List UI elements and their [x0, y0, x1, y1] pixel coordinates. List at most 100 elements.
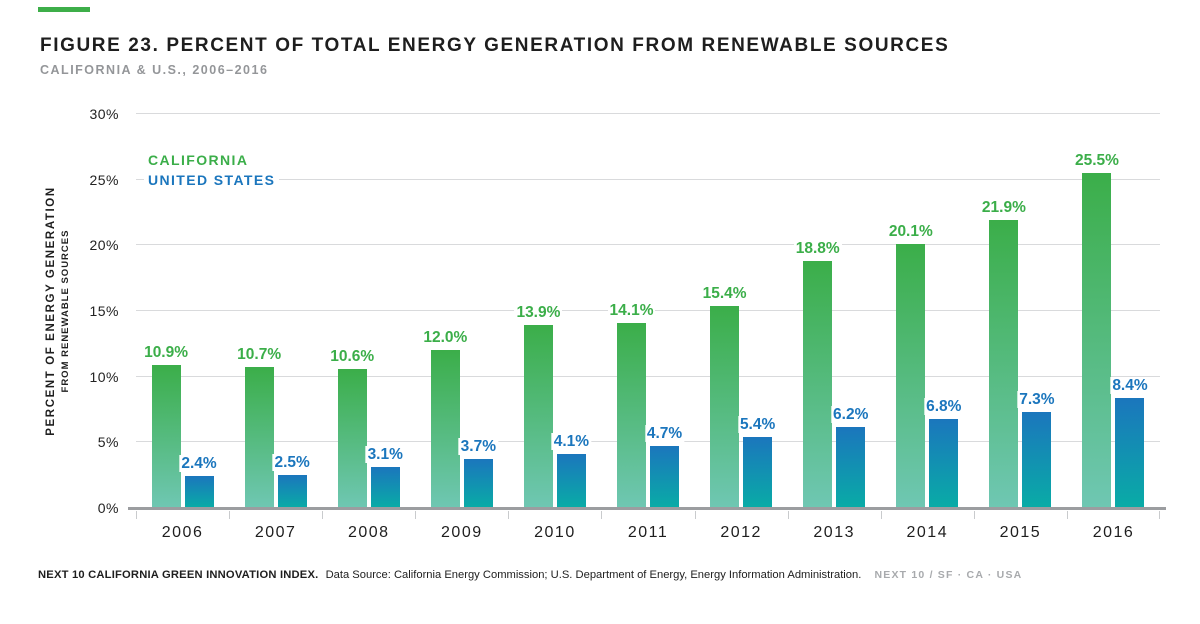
y-tick-label: 25% [89, 171, 119, 188]
plot-area: CALIFORNIA UNITED STATES 10.9% 2.4% 10.7% 2… [128, 113, 1166, 519]
y-tick-label: 20% [89, 237, 119, 254]
year-label-2015: 2015 [999, 524, 1042, 541]
bar-group-2012: 15.4% 5.4% [695, 114, 788, 508]
legend-item-united-states: UNITED STATES [144, 171, 280, 190]
footer-index-name: NEXT 10 CALIFORNIA GREEN INNOVATION INDE… [38, 569, 319, 581]
year-label-2014: 2014 [906, 524, 949, 541]
bar-united-states-2014: 6.8% [924, 397, 964, 508]
y-tick-label: 0% [97, 500, 119, 516]
bar-group-2016: 25.5% 8.4% [1067, 114, 1160, 508]
bar-california-2016: 25.5% [1073, 152, 1121, 508]
bar-value-label: 3.1% [365, 446, 405, 464]
bar-value-label: 6.2% [831, 405, 871, 423]
x-axis-tick [601, 511, 603, 519]
year-label-2010: 2010 [534, 524, 576, 541]
year-label-2013: 2013 [813, 524, 855, 541]
bars-container: 10.9% 2.4% 10.7% 2.5% 10.6% 3.1% 12.0% 3.7% 13.9… [136, 114, 1160, 508]
bar-value-label: 15.4% [700, 284, 749, 302]
x-axis-tick [787, 511, 789, 519]
x-axis-tick [694, 511, 696, 519]
footer-data-source: Data Source: California Energy Commissio… [325, 569, 862, 581]
y-tick-label: 5% [97, 434, 119, 451]
bar-california-2006: 10.9% [142, 343, 191, 508]
bar-united-states-2015: 7.3% [1017, 391, 1057, 508]
gridline-30% [136, 113, 1160, 114]
year-label-2012: 2012 [720, 524, 762, 541]
bar-value-label: 12.0% [421, 329, 470, 347]
bar-value-label: 2.4% [179, 455, 219, 473]
bar-value-label: 18.8% [793, 240, 842, 258]
y-tick-label: 30% [89, 106, 119, 122]
bar-value-label: 14.1% [607, 301, 656, 319]
x-axis-baseline [128, 507, 1166, 510]
year-label-2007: 2007 [254, 524, 297, 541]
year-label-2006: 2006 [161, 524, 204, 541]
footer-brand-mark: NEXT 10 / SF · CA · USA [874, 569, 1023, 581]
bar-california-2010: 13.9% [514, 304, 563, 508]
bar-united-states-2006: 2.4% [179, 455, 219, 508]
x-axis-tick [1066, 511, 1068, 519]
bar-group-2010: 13.9% 4.1% [508, 114, 601, 508]
bar-value-label: 7.3% [1017, 391, 1057, 409]
bar-value-label: 2.5% [272, 454, 312, 472]
footer: NEXT 10 CALIFORNIA GREEN INNOVATION INDE… [38, 569, 1022, 581]
bar-united-states-2010: 4.1% [551, 433, 592, 508]
bar-value-label: 20.1% [886, 222, 935, 241]
x-axis-tick [880, 511, 882, 519]
x-axis-tick [229, 511, 231, 519]
bar-group-2013: 18.8% 6.2% [788, 114, 881, 508]
year-label-2008: 2008 [347, 524, 390, 541]
bar-group-2008: 10.6% 3.1% [322, 114, 415, 508]
brand-accent-dash [38, 7, 90, 12]
bar-california-2009: 12.0% [421, 329, 470, 508]
x-axis-year-labels: 2006 2007 2008 2009 2010 2011 2012 2013 2014 2015… [136, 524, 1160, 542]
bar-group-2014: 20.1% 6.8% [881, 114, 974, 508]
bar-value-label: 5.4% [737, 416, 778, 434]
gridline-25% [136, 178, 1160, 180]
bar-california-2014: 20.1% [886, 222, 935, 508]
figure-subtitle: CALIFORNIA & U.S., 2006–2016 [40, 63, 269, 77]
bar-united-states-2007: 2.5% [272, 454, 312, 508]
bar-group-2006: 10.9% 2.4% [136, 114, 229, 508]
figure-title: FIGURE 23. PERCENT OF TOTAL ENERGY GENER… [40, 35, 950, 56]
bar-value-label: 21.9% [979, 199, 1028, 217]
bar-united-states-2008: 3.1% [365, 446, 405, 508]
chart-legend: CALIFORNIA UNITED STATES [144, 151, 280, 191]
x-axis-tick [1159, 511, 1160, 519]
bar-group-2009: 12.0% 3.7% [415, 114, 508, 508]
bar-united-states-2012: 5.4% [737, 416, 778, 508]
bar-united-states-2009: 3.7% [458, 438, 498, 508]
bar-value-label: 3.7% [458, 438, 498, 456]
year-label-2016: 2016 [1092, 524, 1135, 541]
bar-value-label: 8.4% [1110, 376, 1150, 394]
bar-value-label: 10.9% [142, 343, 191, 361]
bar-california-2007: 10.7% [235, 346, 284, 508]
bar-value-label: 13.9% [514, 304, 563, 322]
x-axis-tick [973, 511, 975, 519]
x-axis-tick [415, 511, 417, 519]
bar-value-label: 10.7% [235, 346, 284, 364]
bar-california-2013: 18.8% [793, 240, 842, 508]
bar-value-label: 4.7% [644, 425, 685, 443]
bar-value-label: 25.5% [1073, 152, 1121, 170]
gridline-10% [136, 375, 1160, 377]
bar-united-states-2016: 8.4% [1110, 376, 1150, 508]
bar-group-2007: 10.7% 2.5% [229, 114, 322, 508]
bar-california-2008: 10.6% [328, 347, 377, 508]
bar-california-2011: 14.1% [607, 301, 656, 508]
year-label-2011: 2011 [627, 524, 669, 541]
bar-value-label: 10.6% [328, 347, 377, 365]
x-axis-tick [508, 511, 510, 519]
bar-united-states-2011: 4.7% [644, 425, 685, 508]
x-axis-tick [136, 511, 137, 519]
bar-group-2015: 21.9% 7.3% [974, 114, 1067, 508]
bar-united-states-2013: 6.2% [831, 405, 871, 508]
y-axis-tick-labels: 0% 5% 10% 15% 20% 25% 30% [0, 106, 119, 516]
bar-california-2012: 15.4% [700, 284, 749, 508]
bar-group-2011: 14.1% 4.7% [601, 114, 694, 508]
y-tick-label: 10% [89, 368, 119, 385]
bar-california-2015: 21.9% [979, 199, 1028, 508]
bar-value-label: 4.1% [551, 433, 592, 451]
x-axis-tick [322, 511, 324, 519]
